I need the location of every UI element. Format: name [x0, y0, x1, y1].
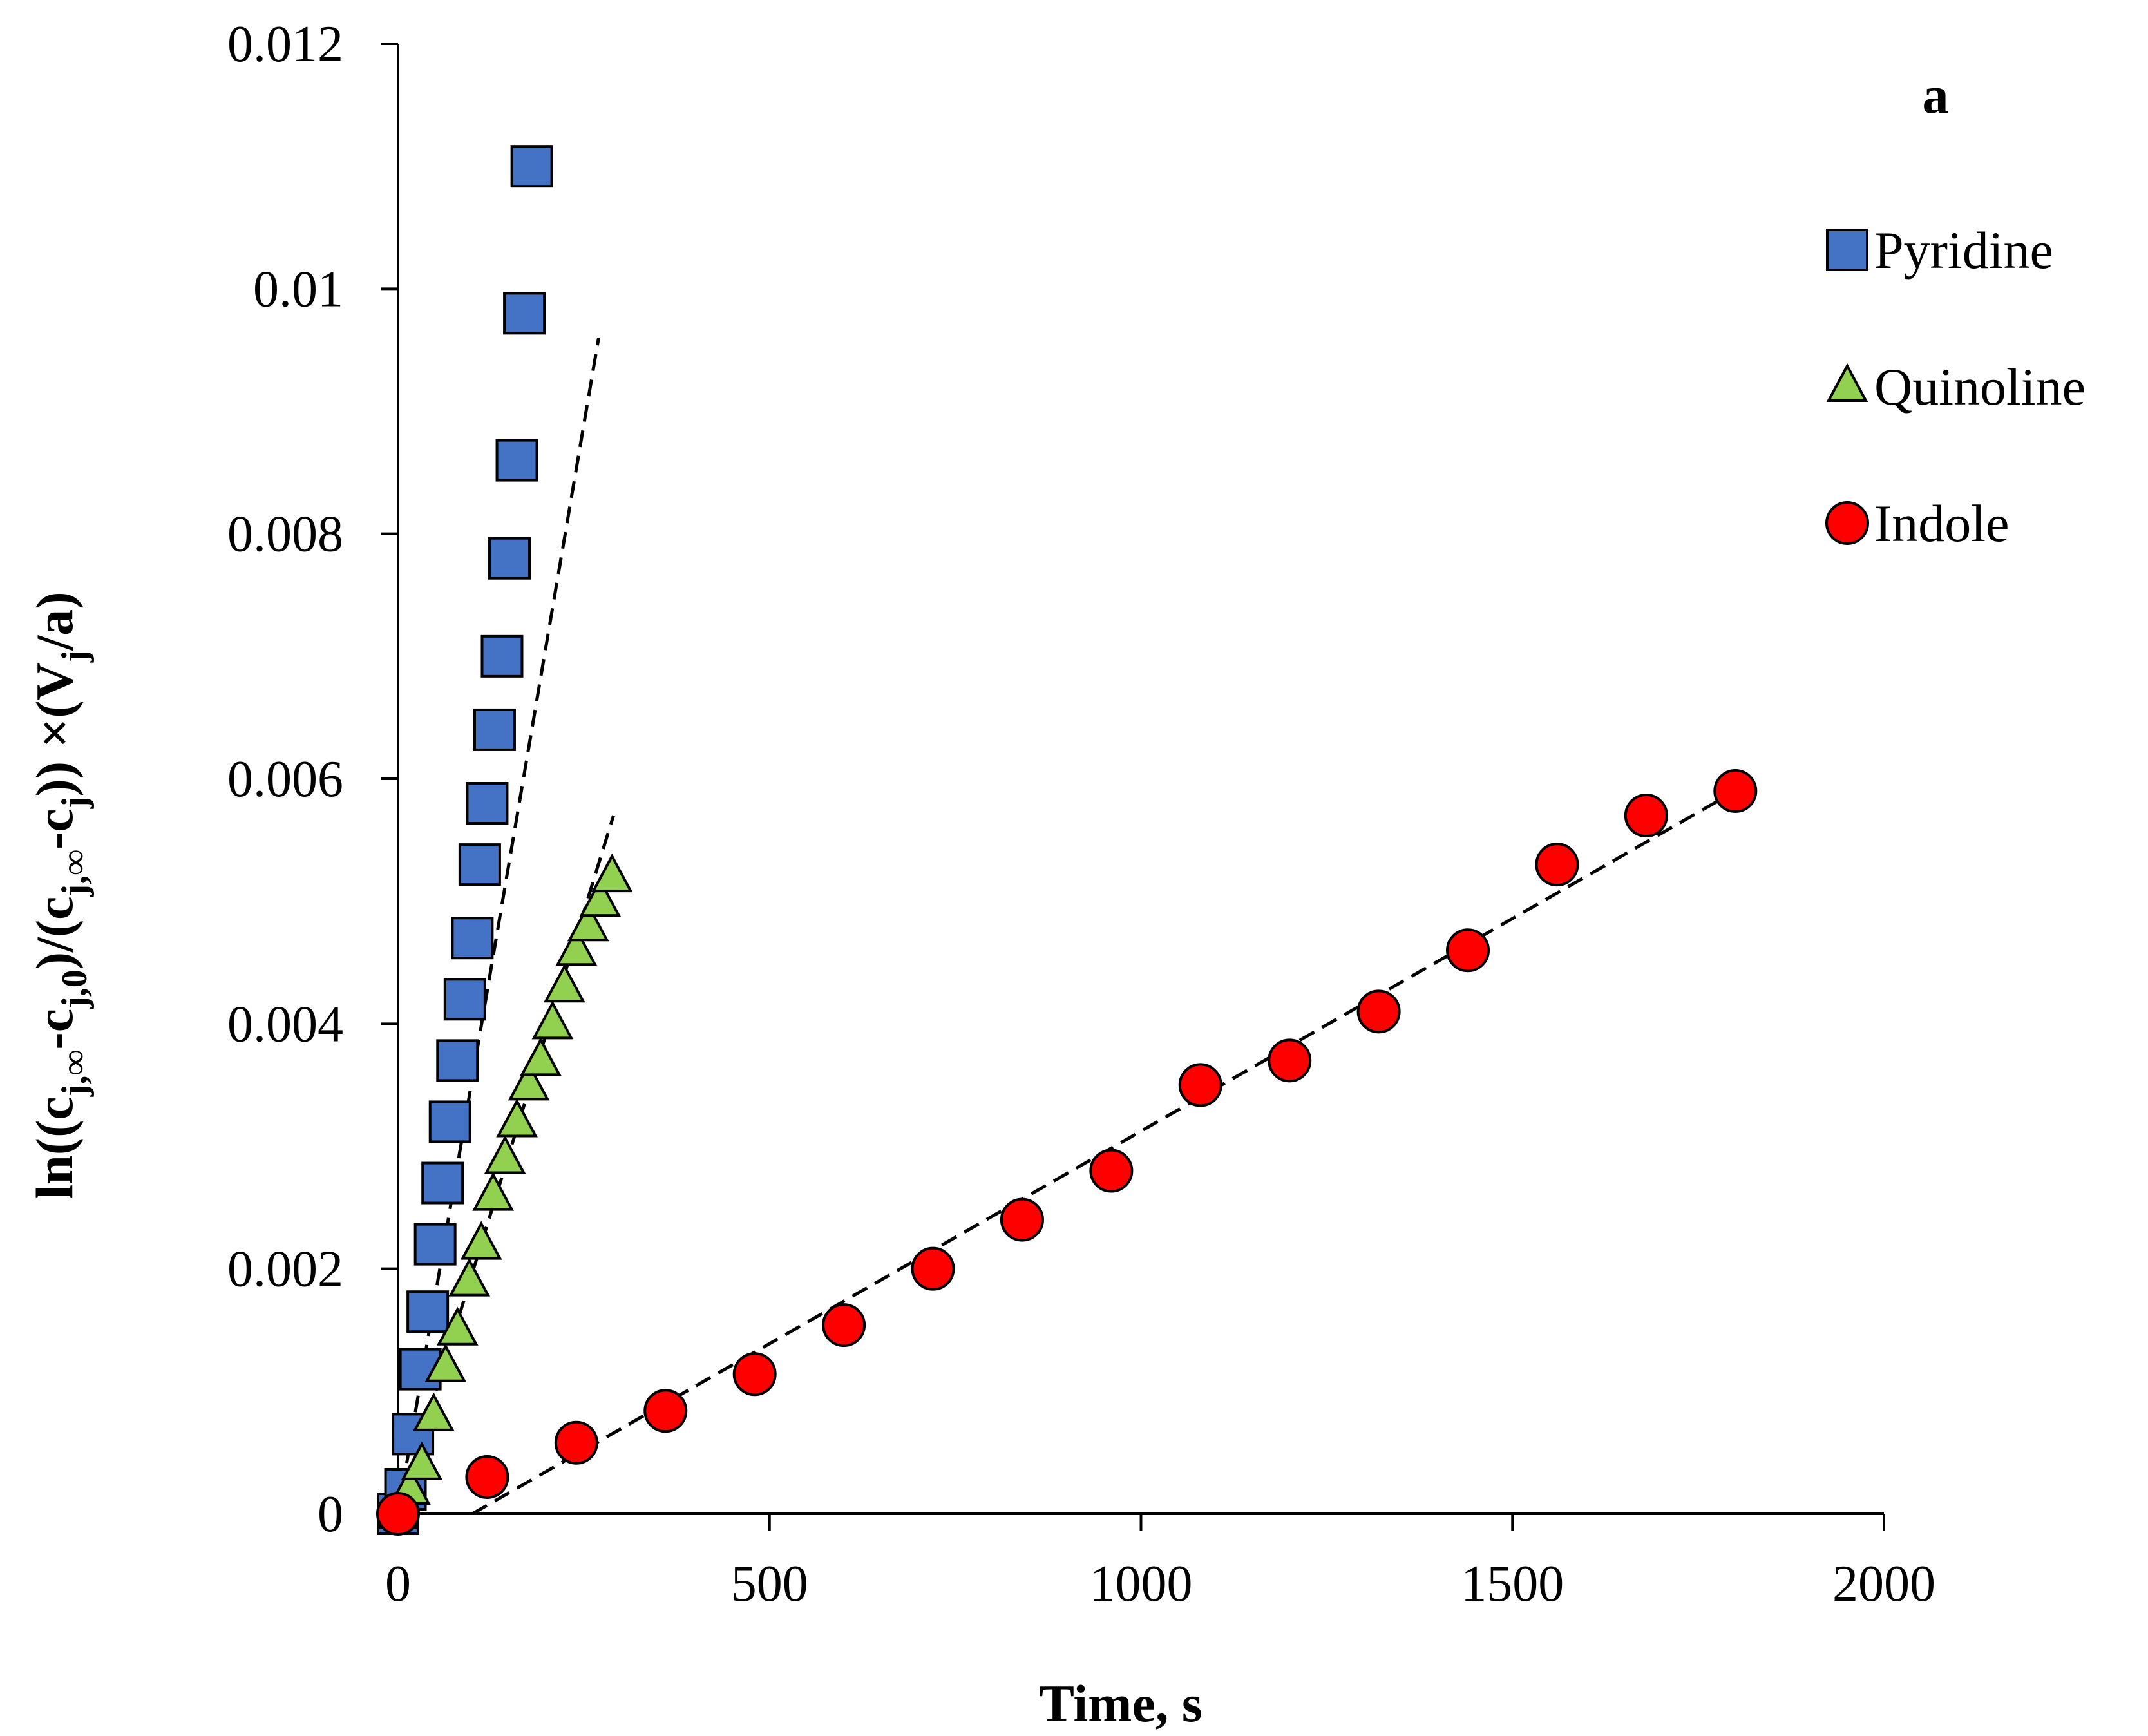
quinoline-point — [484, 1135, 526, 1174]
indole-point — [465, 1455, 509, 1499]
y-title-subscript: j,0 — [55, 969, 95, 1009]
quinoline-point — [508, 1062, 550, 1101]
y-title-subscript: j,∞ — [55, 850, 95, 897]
indole-point — [1624, 794, 1668, 838]
quinoline-point — [401, 1441, 443, 1480]
indole-point — [911, 1246, 955, 1291]
y-tick-label: 0.002 — [227, 1241, 343, 1298]
pyridine-legend-marker — [1826, 229, 1868, 271]
x-ticks: 0 500 1000 1500 2000 — [385, 1514, 1935, 1612]
indole-legend-marker — [1825, 501, 1869, 545]
x-tick-label: 1000 — [1090, 1556, 1193, 1612]
quinoline-legend-label: Quinoline — [1874, 358, 2086, 416]
quinoline-point — [591, 853, 633, 893]
quinoline-point — [544, 964, 585, 1003]
pyridine-point — [406, 1290, 450, 1333]
indole-point — [732, 1352, 777, 1397]
pyridine-point — [443, 978, 486, 1021]
y-tick-label: 0 — [318, 1486, 343, 1543]
axes: 0 500 1000 1500 2000 0 0.002 0.004 0.006 0.008 0.… — [227, 16, 1935, 1612]
y-tick-label: 0.01 — [253, 261, 343, 318]
pyridine-point — [503, 292, 546, 335]
markers — [376, 145, 1758, 1536]
indole-point — [376, 1492, 420, 1536]
x-tick-label: 1500 — [1461, 1556, 1564, 1612]
indole-point — [1000, 1197, 1044, 1242]
pyridine-point — [510, 145, 553, 188]
y-title-subscript: j,∞ — [55, 1050, 95, 1098]
x-tick-label: 500 — [731, 1556, 808, 1612]
quinoline-point — [531, 1000, 574, 1040]
y-axis-title: ln((cj,∞-cj,0)/(cj,∞-cj)) ×(Vj/a) — [25, 591, 95, 1199]
x-tick-label: 2000 — [1832, 1556, 1935, 1612]
y-tick-label: 0.004 — [227, 996, 343, 1053]
pyridine-point — [488, 537, 531, 580]
y-tick-label: 0.006 — [227, 751, 343, 808]
pyridine-point — [466, 782, 509, 825]
y-title-subscript: j — [55, 650, 95, 663]
y-title-part: )) ×(V — [25, 662, 84, 796]
indole-point — [643, 1389, 688, 1433]
indole-point — [1535, 843, 1579, 887]
pyridine-series — [377, 145, 553, 1535]
y-tick-label: 0.008 — [227, 506, 343, 563]
quinoline-point — [472, 1172, 514, 1211]
quinoline-point — [424, 1343, 467, 1382]
indole-point — [1713, 769, 1758, 814]
pyridine-point — [480, 634, 524, 678]
quinoline-point — [579, 877, 622, 917]
pyridine-point — [428, 1100, 471, 1143]
x-axis-title: Time, s — [1039, 1674, 1202, 1733]
indole-point — [1089, 1149, 1134, 1193]
pyridine-point — [413, 1223, 457, 1266]
pyridine-point — [495, 439, 538, 482]
pyridine-trendline — [396, 337, 600, 1514]
y-title-part: -c — [25, 808, 84, 850]
indole-point — [1268, 1038, 1312, 1083]
quinoline-point — [496, 1098, 538, 1138]
y-title-part: ln((c — [25, 1096, 84, 1199]
pyridine-point — [458, 843, 501, 886]
quinoline-point — [555, 927, 598, 966]
quinoline-series — [377, 853, 633, 1529]
y-title-part: )/(c — [25, 896, 84, 969]
y-title-subscript: j — [55, 797, 95, 810]
quinoline-point — [567, 902, 609, 942]
indole-point — [1178, 1063, 1222, 1107]
pyridine-legend-label: Pyridine — [1874, 221, 2053, 280]
indole-point — [822, 1303, 866, 1348]
x-tick-label: 0 — [385, 1556, 411, 1612]
indole-point — [1356, 989, 1401, 1034]
pyridine-point — [473, 708, 516, 751]
indole-point — [554, 1420, 598, 1465]
y-title-part: -c — [25, 1009, 84, 1050]
pyridine-point — [436, 1039, 479, 1082]
panel-label: a — [1923, 66, 1949, 124]
y-ticks: 0 0.002 0.004 0.006 0.008 0.01 0.012 — [227, 16, 398, 1543]
quinoline-legend-marker — [1826, 363, 1868, 402]
quinoline-point — [448, 1257, 491, 1297]
quinoline-point — [413, 1392, 455, 1431]
pyridine-point — [451, 917, 494, 960]
indole-legend-label: Indole — [1874, 494, 2009, 553]
pyridine-point — [421, 1161, 464, 1205]
quinoline-point — [460, 1221, 502, 1260]
indole-point — [1446, 928, 1490, 973]
indole-series — [376, 769, 1758, 1536]
y-title-part: /a) — [25, 591, 84, 651]
quinoline-point — [436, 1306, 479, 1346]
quinoline-point — [520, 1037, 562, 1076]
legend: Pyridine Quinoline Indole — [1825, 221, 2086, 553]
y-tick-label: 0.012 — [227, 16, 343, 73]
